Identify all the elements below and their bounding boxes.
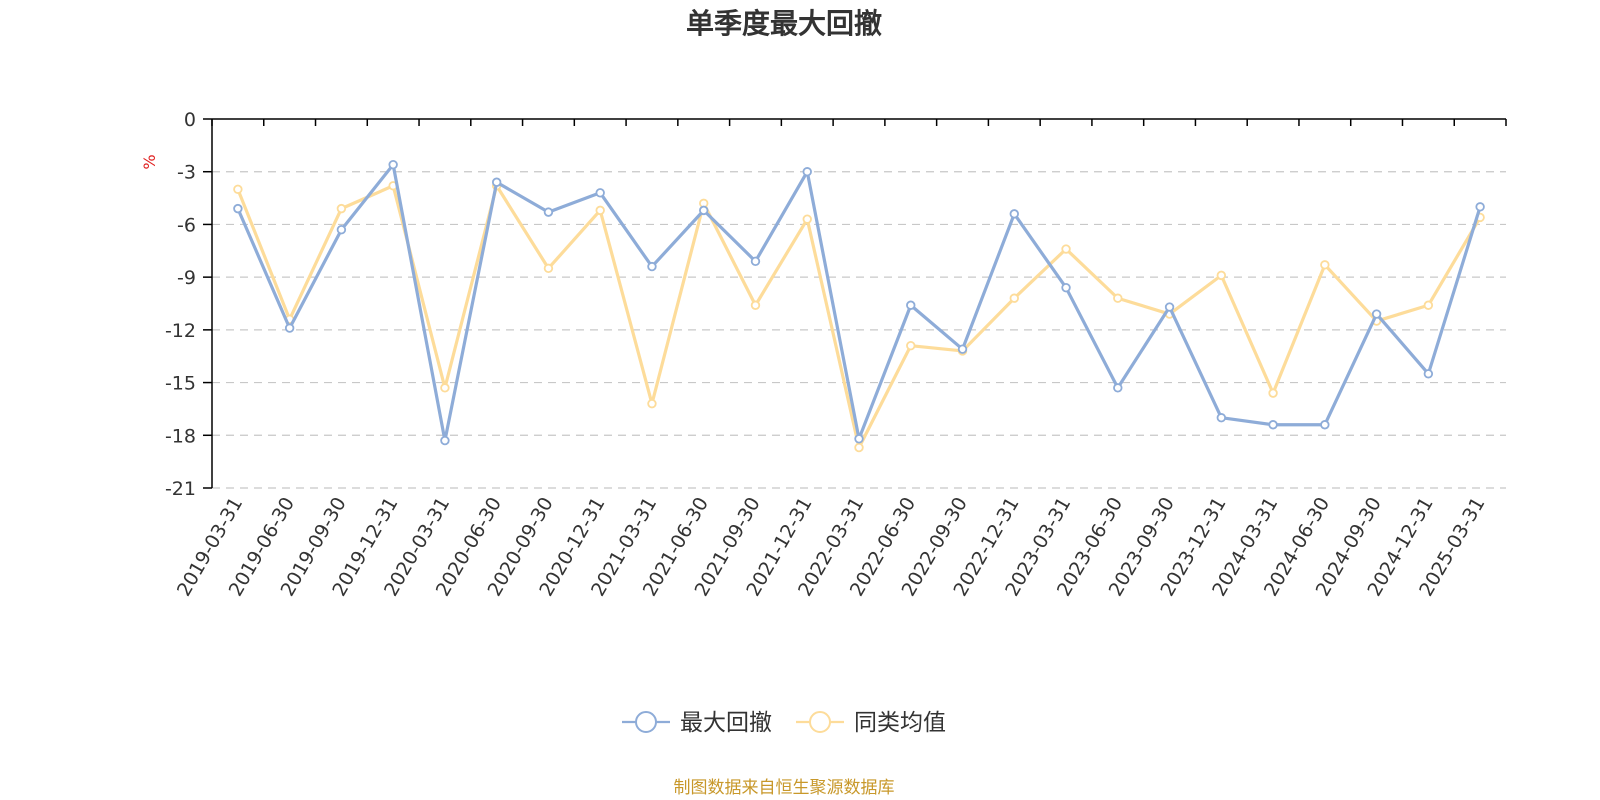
series-line-1 (236, 184, 1482, 450)
legend-circle-marker (635, 711, 657, 733)
series-point-0 (957, 344, 968, 354)
legend[interactable]: 最大回撤 同类均值 (622, 710, 946, 736)
legend-item-0[interactable]: 最大回撤 (622, 710, 772, 736)
series-point-1 (1320, 260, 1330, 270)
series-point-0 (854, 434, 864, 444)
series-point-1 (336, 203, 347, 214)
series-point-0 (336, 224, 347, 235)
series-point-0 (906, 300, 916, 310)
y-tick-label: -15 (165, 373, 196, 395)
series-point-0 (1475, 202, 1485, 212)
y-tick-label: 0 (184, 109, 196, 131)
y-tick-label: -12 (165, 320, 196, 342)
series-point-0 (802, 167, 812, 177)
legend-item-1[interactable]: 同类均值 (796, 710, 946, 736)
series-point-1 (1216, 270, 1227, 281)
axis-layer: 0-3-6-9-12-15-18-212019-03-312019-06-302… (165, 109, 1507, 600)
series-point-0 (440, 435, 450, 446)
series-point-0 (233, 203, 243, 214)
series-point-0 (595, 188, 605, 198)
series-point-0 (1216, 413, 1227, 423)
series-point-0 (647, 261, 657, 272)
series-point-1 (750, 300, 761, 310)
series-point-0 (1009, 209, 1019, 219)
series-point-0 (543, 207, 554, 217)
series-point-0 (388, 159, 398, 170)
series-point-1 (1113, 293, 1123, 303)
series-layer (233, 159, 1485, 453)
y-tick-label: -18 (165, 425, 196, 447)
series-point-1 (1423, 300, 1434, 310)
series-point-1 (854, 442, 864, 453)
y-tick-label: -21 (165, 478, 196, 500)
series-point-0 (1113, 383, 1123, 393)
series-point-1 (1061, 244, 1071, 254)
chart-title: 单季度最大回撤 (686, 7, 882, 40)
series-point-1 (595, 205, 605, 216)
series-point-1 (440, 383, 450, 393)
series-point-0 (1423, 369, 1434, 379)
series-point-0 (750, 256, 761, 267)
y-axis-unit-label: % (140, 154, 159, 169)
y-tick-label: -3 (177, 162, 196, 184)
series-point-0 (1371, 309, 1382, 319)
y-tick-label: -6 (177, 214, 196, 236)
series-point-0 (699, 205, 709, 216)
series-point-1 (1268, 388, 1278, 398)
legend-circle-marker (809, 711, 831, 733)
series-point-0 (284, 323, 295, 333)
series-point-1 (233, 184, 243, 194)
series-point-1 (802, 214, 812, 224)
series-point-1 (543, 263, 554, 274)
legend-label: 最大回撤 (680, 710, 772, 736)
series-point-0 (1268, 420, 1278, 430)
series-point-1 (647, 398, 657, 409)
series-point-0 (1061, 282, 1071, 293)
legend-label: 同类均值 (854, 710, 946, 736)
series-point-0 (1320, 420, 1330, 430)
y-tick-label: -9 (177, 267, 196, 289)
series-point-0 (491, 177, 502, 187)
data-source-note: 制图数据来自恒生聚源数据库 (674, 778, 895, 798)
series-point-0 (1164, 302, 1175, 312)
series-point-1 (906, 340, 916, 351)
series-point-1 (1009, 293, 1019, 303)
